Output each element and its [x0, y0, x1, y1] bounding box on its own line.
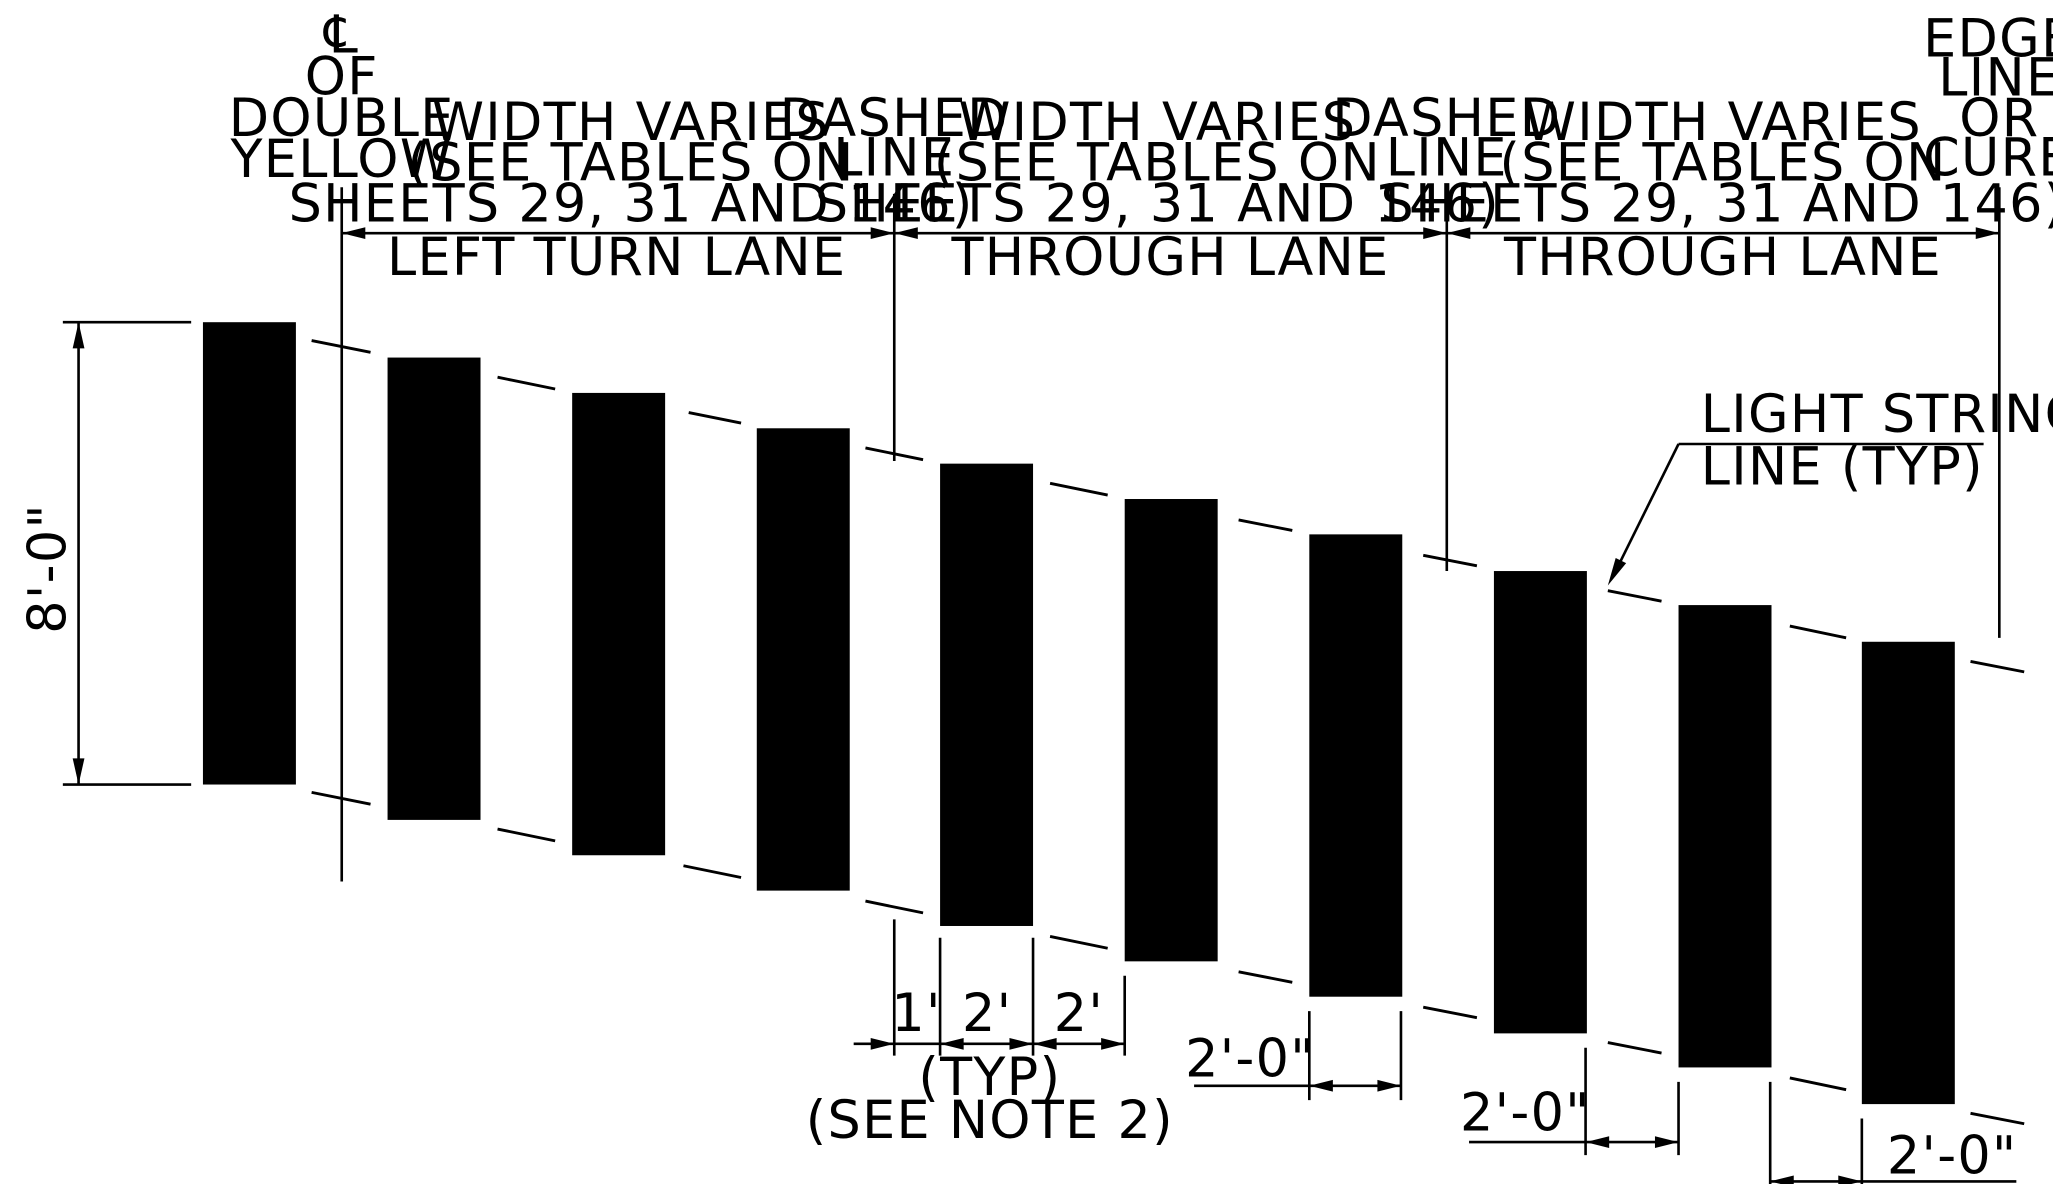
bar-width-dimension-c: 2'-0" [1768, 1081, 2018, 1184]
bar-width-dimension-b: 2'-0" [1460, 1047, 1680, 1156]
dashed-2-line2: LINE [1386, 127, 1508, 188]
lane-left-turn: WIDTH VARIES (SEE TABLES ON SHEETS 29, 3… [289, 92, 974, 288]
crosswalk-bar [940, 463, 1034, 926]
crosswalk-bars [202, 322, 1955, 1105]
edge-line4: CURB [1923, 127, 2053, 188]
spacing-b-label: 2'-0" [1460, 1082, 1591, 1143]
lane-3-name: THROUGH LANE [1503, 227, 1942, 288]
lane-2-width-line1: WIDTH VARIES [959, 92, 1357, 153]
dim-typ-label: (TYP) [918, 1047, 1061, 1108]
light-string-callout: LIGHT STRING LINE (TYP) [1607, 384, 2053, 586]
bar-spacing-dimension: 1' 2' 2' (TYP) (SEE NOTE 2) [806, 919, 1174, 1151]
dashed-line-1-label: DASHED LINE [780, 88, 1009, 188]
crosswalk-bar [572, 392, 666, 856]
lane-2-name: THROUGH LANE [950, 227, 1389, 288]
spacing-c-label: 2'-0" [1887, 1126, 2018, 1184]
lane-1-width-line2: (SEE TABLES ON [408, 133, 855, 194]
dim-note-label: (SEE NOTE 2) [806, 1090, 1174, 1151]
crosswalk-bar [1678, 605, 1772, 1068]
dim-2ft-label-a: 2' [962, 983, 1012, 1044]
lane-2-width-line2: (SEE TABLES ON [934, 133, 1381, 194]
crosswalk-bar [202, 322, 296, 785]
lane-1-width-line1: WIDTH VARIES [432, 92, 830, 153]
dashed-1-line1: DASHED [780, 88, 1009, 149]
lane-through-2: WIDTH VARIES (SEE TABLES ON SHEETS 29, 3… [1381, 92, 2053, 288]
crosswalk-bar [1861, 641, 1955, 1105]
edge-line3: OR [1959, 88, 2039, 149]
crosswalk-bar [1124, 499, 1218, 962]
spacing-a-label: 2'-0" [1185, 1029, 1316, 1090]
bar-width-dimension-a: 2'-0" [1185, 1011, 1403, 1101]
lane-dimension-lines [341, 227, 2000, 240]
centerline-of: OF [305, 46, 379, 107]
edge-line-label: EDGE LINE OR CURB [1923, 8, 2053, 188]
centerline-label: ℄ OF DOUBLE YELLOW [229, 4, 455, 190]
crosswalk-bar [756, 428, 850, 891]
light-string-label-line2: LINE (TYP) [1701, 437, 1984, 498]
crosswalk-bar [387, 357, 481, 820]
dashed-2-line1: DASHED [1332, 88, 1561, 149]
lane-1-width-line3: SHEETS 29, 31 AND 146) [289, 173, 974, 234]
edge-line1: EDGE [1923, 8, 2053, 69]
centerline-line2: YELLOW [230, 129, 453, 190]
centerline-line1: DOUBLE [229, 88, 455, 149]
lane-1-name: LEFT TURN LANE [387, 227, 846, 288]
centerline-symbol: ℄ [322, 4, 359, 65]
crosswalk-bar [1309, 534, 1403, 997]
dashed-1-line2: LINE [833, 127, 955, 188]
lane-3-width-line2: (SEE TABLES ON [1500, 133, 1947, 194]
edge-line2: LINE [1938, 48, 2053, 109]
light-string-label-line1: LIGHT STRING [1701, 384, 2053, 445]
lane-through-1: WIDTH VARIES (SEE TABLES ON SHEETS 29, 3… [815, 92, 1500, 288]
bar-length-dimension: 8'-0" [17, 320, 192, 786]
dim-1ft-label: 1' [891, 983, 941, 1044]
light-string-line-bottom [311, 790, 2025, 1126]
lane-3-width-line1: WIDTH VARIES [1524, 92, 1922, 153]
crosswalk-bar [1493, 571, 1587, 1034]
lane-3-width-line3: SHEETS 29, 31 AND 146) [1381, 173, 2053, 234]
bar-length-label: 8'-0" [17, 503, 78, 634]
dashed-line-2-label: DASHED LINE [1332, 88, 1561, 188]
light-string-line-top [311, 339, 2025, 674]
lane-2-width-line3: SHEETS 29, 31 AND 146) [815, 173, 1500, 234]
dim-2ft-label-b: 2' [1054, 983, 1104, 1044]
